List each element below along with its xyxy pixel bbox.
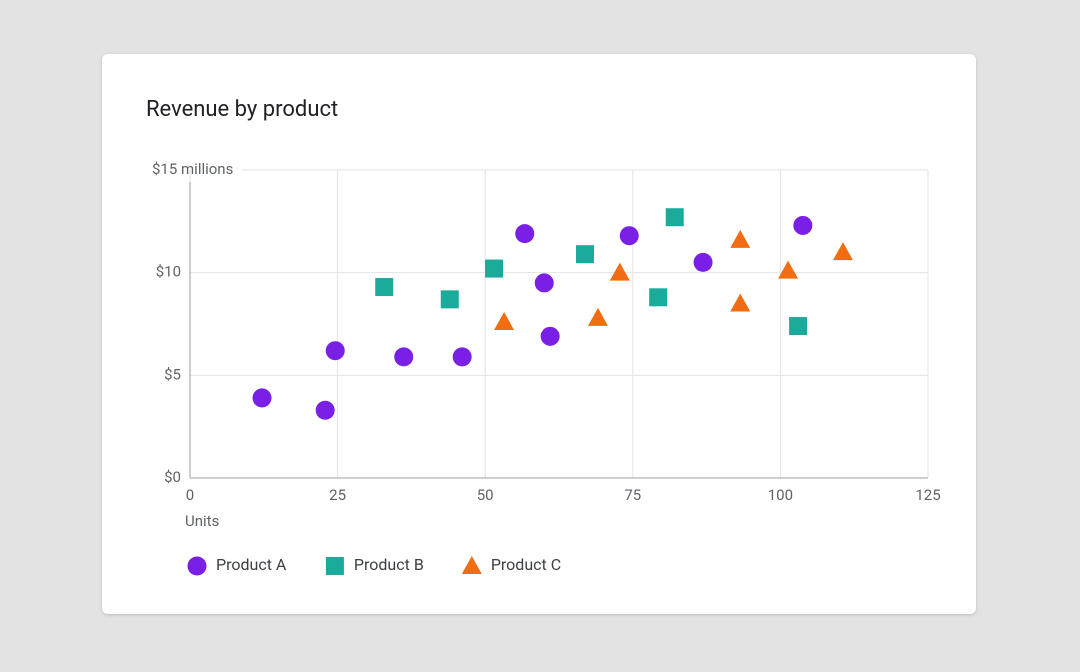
legend-label: Product A: [216, 555, 287, 574]
marker-triangle: [461, 556, 482, 574]
marker-square: [375, 278, 394, 297]
marker-circle: [394, 347, 414, 367]
x-tick-label: 50: [477, 486, 494, 504]
chart-title: Revenue by product: [146, 97, 338, 122]
x-tick-label: 25: [329, 486, 346, 504]
marker-circle: [325, 341, 345, 361]
marker-triangle: [730, 293, 751, 312]
marker-square: [325, 557, 344, 575]
marker-square: [665, 208, 684, 227]
marker-circle: [793, 215, 813, 235]
x-tick-label: 0: [186, 486, 194, 504]
marker-triangle: [730, 229, 751, 248]
marker-square: [649, 288, 668, 307]
y-tick-label: $0: [164, 468, 181, 486]
y-tick-label: $15 millions: [152, 160, 233, 178]
marker-circle: [315, 400, 335, 420]
grid: $0 $5 $10 $15 millions 0 25 50 75 100 125: [152, 160, 941, 504]
marker-circle: [540, 326, 560, 346]
marker-circle: [619, 226, 639, 246]
marker-triangle: [587, 307, 608, 326]
marker-square: [789, 317, 808, 336]
marker-square: [575, 245, 594, 264]
legend-label: Product C: [491, 555, 561, 574]
marker-circle: [693, 252, 713, 272]
card: [102, 54, 976, 614]
marker-triangle: [494, 311, 515, 330]
y-tick-label: $5: [164, 365, 181, 383]
marker-circle: [452, 347, 472, 367]
marker-square: [440, 290, 459, 309]
marker-triangle: [609, 262, 630, 281]
legend: Product A Product B Product C: [187, 555, 561, 576]
legend-label: Product B: [354, 555, 424, 574]
x-axis-label: Units: [185, 512, 219, 530]
marker-triangle: [832, 242, 853, 261]
y-tick-label: $10: [156, 263, 181, 281]
x-tick-label: 100: [768, 486, 793, 504]
marker-triangle: [778, 260, 799, 279]
marker-circle: [252, 388, 272, 408]
marker-square: [485, 259, 504, 278]
marks: [252, 208, 853, 420]
marker-circle: [534, 273, 554, 293]
x-tick-label: 75: [624, 486, 641, 504]
marker-circle: [187, 556, 207, 576]
marker-circle: [515, 224, 535, 244]
x-tick-label: 125: [915, 486, 940, 504]
